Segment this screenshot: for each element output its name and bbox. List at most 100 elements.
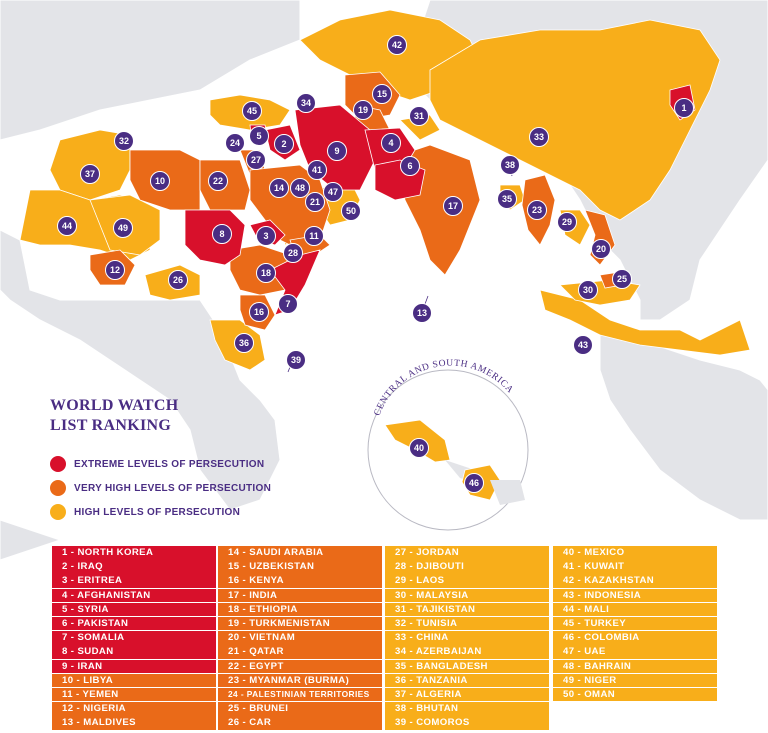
legend-item-high: HIGH LEVELS OF PERSECUTION: [50, 500, 271, 524]
ranking-row-8: 8 - SUDAN: [52, 645, 216, 659]
ranking-row-29: 29 - LAOS: [385, 574, 549, 588]
marker-14[interactable]: 14: [269, 178, 289, 198]
marker-26[interactable]: 26: [168, 270, 188, 290]
marker-2[interactable]: 2: [274, 134, 294, 154]
marker-36[interactable]: 36: [234, 333, 254, 353]
marker-41[interactable]: 41: [307, 160, 327, 180]
ranking-row-19: 19 - TURKMENISTAN: [218, 616, 382, 631]
marker-38[interactable]: 38: [500, 155, 520, 175]
marker-33[interactable]: 33: [529, 127, 549, 147]
marker-22[interactable]: 22: [208, 171, 228, 191]
ranking-row-21: 21 - QATAR: [218, 645, 382, 659]
legend-item-extreme: EXTREME LEVELS OF PERSECUTION: [50, 452, 271, 476]
ranking-row-12: 12 - NIGERIA: [52, 702, 216, 716]
marker-17[interactable]: 17: [443, 196, 463, 216]
marker-28[interactable]: 28: [283, 243, 303, 263]
marker-7[interactable]: 7: [278, 294, 298, 314]
ranking-row-18: 18 - ETHIOPIA: [218, 602, 382, 617]
high-persecution-regions: [19, 9, 751, 371]
ranking-row-7: 7 - SOMALIA: [52, 631, 216, 645]
ranking-row-45: 45 - TURKEY: [553, 616, 717, 631]
marker-35[interactable]: 35: [497, 189, 517, 209]
marker-20[interactable]: 20: [591, 239, 611, 259]
ranking-row-27: 27 - JORDAN: [385, 546, 549, 560]
ranking-row-44: 44 - MALI: [553, 602, 717, 617]
marker-8[interactable]: 8: [212, 224, 232, 244]
ranking-row-47: 47 - UAE: [553, 645, 717, 659]
legend-swatch-high: [50, 504, 66, 520]
marker-1[interactable]: 1: [674, 98, 694, 118]
marker-34[interactable]: 34: [296, 93, 316, 113]
ranking-row-40: 40 - MEXICO: [553, 546, 717, 560]
marker-19[interactable]: 19: [353, 100, 373, 120]
ranking-row-15: 15 - UZBEKISTAN: [218, 560, 382, 574]
marker-44[interactable]: 44: [57, 216, 77, 236]
marker-16[interactable]: 16: [249, 302, 269, 322]
ranking-row-35: 35 - BANGLADESH: [385, 659, 549, 673]
marker-43[interactable]: 43: [573, 335, 593, 355]
marker-15[interactable]: 15: [372, 84, 392, 104]
marker-30[interactable]: 30: [578, 280, 598, 300]
legend-label-extreme: EXTREME LEVELS OF PERSECUTION: [74, 458, 265, 470]
marker-45[interactable]: 45: [242, 101, 262, 121]
map-title-line-1: WORLD WATCH: [50, 397, 179, 414]
ranking-row-9: 9 - IRAN: [52, 659, 216, 673]
ranking-row-26: 26 - CAR: [218, 716, 382, 730]
ranking-row-11: 11 - YEMEN: [52, 687, 216, 702]
central-south-america-inset: CENTRAL AND SOUTH AMERICA: [367, 359, 529, 531]
marker-12[interactable]: 12: [105, 260, 125, 280]
marker-31[interactable]: 31: [409, 106, 429, 126]
ranking-row-31: 31 - TAJIKISTAN: [385, 602, 549, 617]
ranking-column-1: 1 - NORTH KOREA 2 - IRAQ 3 - ERITREA 4 - AF…: [52, 546, 216, 730]
marker-11[interactable]: 11: [304, 226, 324, 246]
marker-40[interactable]: 40: [409, 438, 429, 458]
marker-10[interactable]: 10: [150, 171, 170, 191]
marker-47[interactable]: 47: [323, 182, 343, 202]
ranking-row-41: 41 - KUWAIT: [553, 560, 717, 574]
ranking-column-4: 40 - MEXICO 41 - KUWAIT 42 - KAZAKHSTAN 43 …: [553, 546, 717, 702]
ranking-row-10: 10 - LIBYA: [52, 673, 216, 688]
ranking-row-3: 3 - ERITREA: [52, 574, 216, 588]
ranking-row-5: 5 - SYRIA: [52, 602, 216, 617]
ranking-row-30: 30 - MALAYSIA: [385, 588, 549, 603]
marker-9[interactable]: 9: [327, 141, 347, 161]
marker-21[interactable]: 21: [305, 192, 325, 212]
marker-39[interactable]: 39: [286, 350, 306, 370]
marker-5[interactable]: 5: [249, 126, 269, 146]
ranking-row-28: 28 - DJIBOUTI: [385, 560, 549, 574]
ranking-row-2: 2 - IRAQ: [52, 560, 216, 574]
marker-29[interactable]: 29: [557, 212, 577, 232]
marker-25[interactable]: 25: [612, 269, 632, 289]
marker-48[interactable]: 48: [290, 178, 310, 198]
marker-27[interactable]: 27: [246, 150, 266, 170]
marker-4[interactable]: 4: [381, 133, 401, 153]
marker-42[interactable]: 42: [387, 35, 407, 55]
map-title-line-2: LIST RANKING: [50, 417, 172, 434]
legend: EXTREME LEVELS OF PERSECUTION VERY HIGH …: [50, 452, 271, 524]
marker-6[interactable]: 6: [400, 156, 420, 176]
ranking-row-23: 23 - MYANMAR (BURMA): [218, 673, 382, 688]
ranking-row-46: 46 - COLOMBIA: [553, 631, 717, 645]
marker-13[interactable]: 13: [412, 303, 432, 323]
marker-46[interactable]: 46: [464, 473, 484, 493]
ranking-column-2: 14 - SAUDI ARABIA 15 - UZBEKISTAN 16 - KEN…: [218, 546, 382, 730]
marker-37[interactable]: 37: [80, 164, 100, 184]
ranking-row-1: 1 - NORTH KOREA: [52, 546, 216, 560]
legend-label-very-high: VERY HIGH LEVELS OF PERSECUTION: [74, 482, 272, 494]
ranking-row-37: 37 - ALGERIA: [385, 687, 549, 702]
ranking-row-24: 24 - PALESTINIAN TERRITORIES: [218, 687, 382, 702]
marker-24[interactable]: 24: [225, 133, 245, 153]
marker-23[interactable]: 23: [527, 200, 547, 220]
legend-label-high: HIGH LEVELS OF PERSECUTION: [74, 506, 241, 518]
marker-3[interactable]: 3: [256, 226, 276, 246]
legend-item-very-high: VERY HIGH LEVELS OF PERSECUTION: [50, 476, 271, 500]
marker-18[interactable]: 18: [256, 263, 276, 283]
ranking-row-42: 42 - KAZAKHSTAN: [553, 574, 717, 588]
marker-50[interactable]: 50: [341, 201, 361, 221]
ranking-row-6: 6 - PAKISTAN: [52, 616, 216, 631]
marker-49[interactable]: 49: [113, 218, 133, 238]
ranking-row-20: 20 - VIETNAM: [218, 631, 382, 645]
marker-32[interactable]: 32: [114, 131, 134, 151]
ranking-row-4: 4 - AFGHANISTAN: [52, 588, 216, 603]
ranking-row-32: 32 - TUNISIA: [385, 616, 549, 631]
